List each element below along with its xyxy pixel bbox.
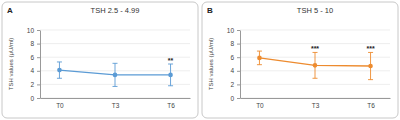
y-tick: 0: [30, 95, 40, 102]
y-tick-mark: [237, 30, 240, 31]
y-tick-label: 10: [27, 27, 35, 34]
x-tick: T0: [56, 98, 64, 109]
y-tick-label: 8: [30, 40, 34, 47]
y-tick: 6: [230, 54, 240, 61]
grid-line: [40, 98, 190, 99]
marks: [57, 62, 173, 86]
y-tick-label: 6: [230, 54, 234, 61]
error-bar: [113, 63, 118, 86]
panel-label: B: [207, 6, 213, 15]
y-axis-line: [240, 31, 241, 99]
data-point: [168, 73, 173, 78]
y-tick: 2: [30, 81, 40, 88]
plot-area: [57, 62, 173, 86]
x-tick: T3: [312, 98, 320, 109]
grid-line: [240, 84, 390, 85]
grid-line: [240, 98, 390, 99]
y-tick-mark: [37, 84, 40, 85]
grid-line: [40, 43, 190, 44]
y-tick-label: 10: [227, 27, 235, 34]
data-point: [257, 56, 262, 61]
x-axis-line: [41, 98, 191, 99]
y-tick: 6: [30, 54, 40, 61]
y-tick-mark: [37, 71, 40, 72]
y-tick: 2: [230, 81, 240, 88]
y-tick: 8: [30, 40, 40, 47]
y-tick-mark: [37, 57, 40, 58]
y-axis: 0 2 4 6 8 10: [27, 27, 41, 102]
y-tick: 10: [27, 27, 40, 34]
grid-line: [240, 43, 390, 44]
x-tick: T6: [167, 98, 175, 109]
y-axis-line: [40, 31, 41, 99]
significance-annotation: ***: [311, 45, 319, 52]
x-axis-line: [241, 98, 391, 99]
panel: TSH 2.5 - 4.99 0 2 4 6 8 10 TSH values (μU/ml) T…: [2, 2, 198, 118]
x-tick-label: T3: [312, 102, 320, 109]
figure: TSH 2.5 - 4.99 0 2 4 6 8 10 TSH values (μU/ml) T…: [0, 0, 400, 120]
error-bar: [257, 51, 262, 65]
significance-annotation: ***: [366, 45, 374, 52]
y-tick-mark: [237, 71, 240, 72]
x-tick: T3: [112, 98, 120, 109]
y-tick-label: 2: [230, 81, 234, 88]
panel-frame: [2, 2, 198, 118]
grid-line: [240, 30, 390, 31]
grid-line: [40, 30, 190, 31]
x-tick-label: T0: [56, 102, 64, 109]
panel-label: A: [7, 6, 13, 15]
x-tick: T0: [256, 98, 264, 109]
data-point: [313, 63, 318, 68]
x-tick-label: T6: [167, 102, 175, 109]
y-axis-title: TSH values (μU/ml): [208, 38, 214, 90]
x-tick-label: T6: [367, 102, 375, 109]
plot-area: [257, 51, 373, 80]
error-bar: [168, 64, 173, 86]
y-tick-mark: [37, 44, 40, 45]
x-axis: T0 T3 T6: [241, 98, 391, 109]
chart-title: TSH 2.5 - 4.99: [91, 6, 140, 15]
data-point: [113, 73, 118, 78]
error-bar: [368, 52, 373, 79]
chart-title: TSH 5 - 10: [297, 6, 333, 15]
y-tick-mark: [237, 84, 240, 85]
error-bar: [313, 52, 318, 78]
y-tick-mark: [237, 57, 240, 58]
panel-frame: [202, 2, 398, 118]
y-tick-mark: [237, 98, 240, 99]
y-tick-label: 0: [230, 95, 234, 102]
grid: [40, 30, 190, 98]
y-tick-label: 8: [230, 40, 234, 47]
y-tick: 4: [30, 67, 40, 74]
data-point: [57, 68, 62, 73]
error-bar: [57, 62, 62, 78]
marks: [257, 51, 373, 80]
y-tick-label: 6: [30, 54, 34, 61]
data-point: [368, 64, 373, 69]
y-tick: 10: [227, 27, 240, 34]
y-tick-label: 4: [30, 67, 34, 74]
y-tick: 8: [230, 40, 240, 47]
y-tick: 4: [230, 67, 240, 74]
x-tick-label: T0: [256, 102, 264, 109]
y-tick-mark: [37, 98, 40, 99]
grid: [240, 30, 390, 98]
y-tick-mark: [37, 30, 40, 31]
x-axis: T0 T3 T6: [41, 98, 191, 109]
x-tick-label: T3: [112, 102, 120, 109]
y-axis-title: TSH values (μU/ml): [8, 38, 14, 90]
panel: TSH 5 - 100246810TSH values (μU/ml)T0T3T…: [202, 2, 398, 118]
y-axis: 0 2 4 6 8 10: [227, 27, 241, 102]
y-tick-mark: [237, 44, 240, 45]
significance-annotation: **: [168, 57, 174, 64]
x-tick: T6: [367, 98, 375, 109]
y-tick-label: 4: [230, 67, 234, 74]
y-tick-label: 0: [30, 95, 34, 102]
y-tick: 0: [230, 95, 240, 102]
y-tick-label: 2: [30, 81, 34, 88]
